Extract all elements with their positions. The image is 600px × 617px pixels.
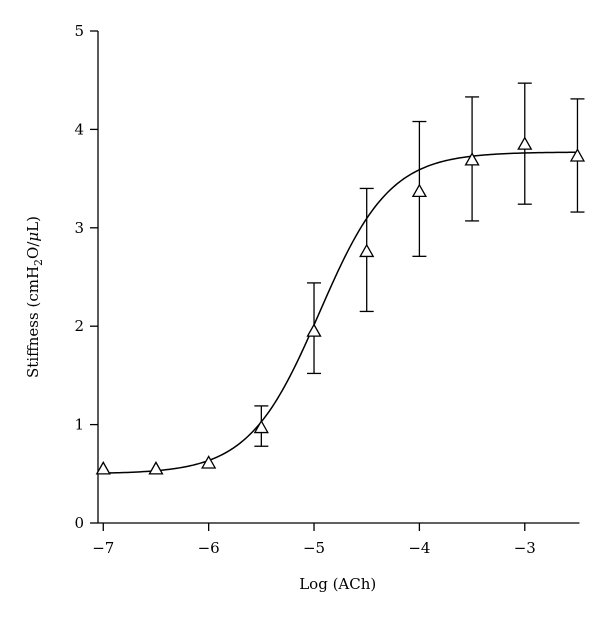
error-bars <box>254 82 585 447</box>
data-point-triangle <box>569 148 586 162</box>
axes <box>97 31 580 524</box>
x-tick-label: −3 <box>514 539 536 557</box>
y-tick-label: 4 <box>74 120 84 138</box>
data-point-triangle <box>148 461 164 475</box>
y-tick-label: 2 <box>74 317 84 335</box>
y-axis-title: Stiffness (cmH2O/μL) <box>24 216 45 378</box>
x-ticks: −7 −6 −5 −4 −3 <box>92 523 536 557</box>
y-axis-title-italic: μ <box>24 232 42 242</box>
x-tick-label: −6 <box>198 539 220 557</box>
y-tick-label: 1 <box>74 416 84 434</box>
y-tick-label: 3 <box>74 219 84 237</box>
data-markers <box>95 136 586 475</box>
x-tick-label: −7 <box>92 539 114 557</box>
x-tick-label: −5 <box>303 539 325 557</box>
y-axis-title-mid: O/ <box>24 241 42 259</box>
data-point-triangle <box>517 136 533 150</box>
y-axis-title-subscript: 2 <box>32 259 45 266</box>
fitted-curve <box>103 151 578 474</box>
x-tick-label: −4 <box>408 539 430 557</box>
data-point-triangle <box>306 323 322 337</box>
data-point-triangle <box>95 461 111 475</box>
x-axis-title: Log (ACh) <box>299 575 376 593</box>
y-axis-title-prefix: Stiffness (cmH <box>24 266 42 378</box>
y-tick-label: 0 <box>74 514 84 532</box>
data-point-triangle <box>201 455 217 469</box>
y-ticks: 0 1 2 3 4 5 <box>74 22 98 532</box>
y-axis-title-suffix: L) <box>24 216 42 232</box>
y-tick-label: 5 <box>74 22 84 40</box>
data-point-triangle <box>411 183 428 198</box>
data-point-triangle <box>253 419 269 434</box>
data-point-triangle <box>359 243 375 258</box>
data-point-triangle <box>464 152 480 166</box>
